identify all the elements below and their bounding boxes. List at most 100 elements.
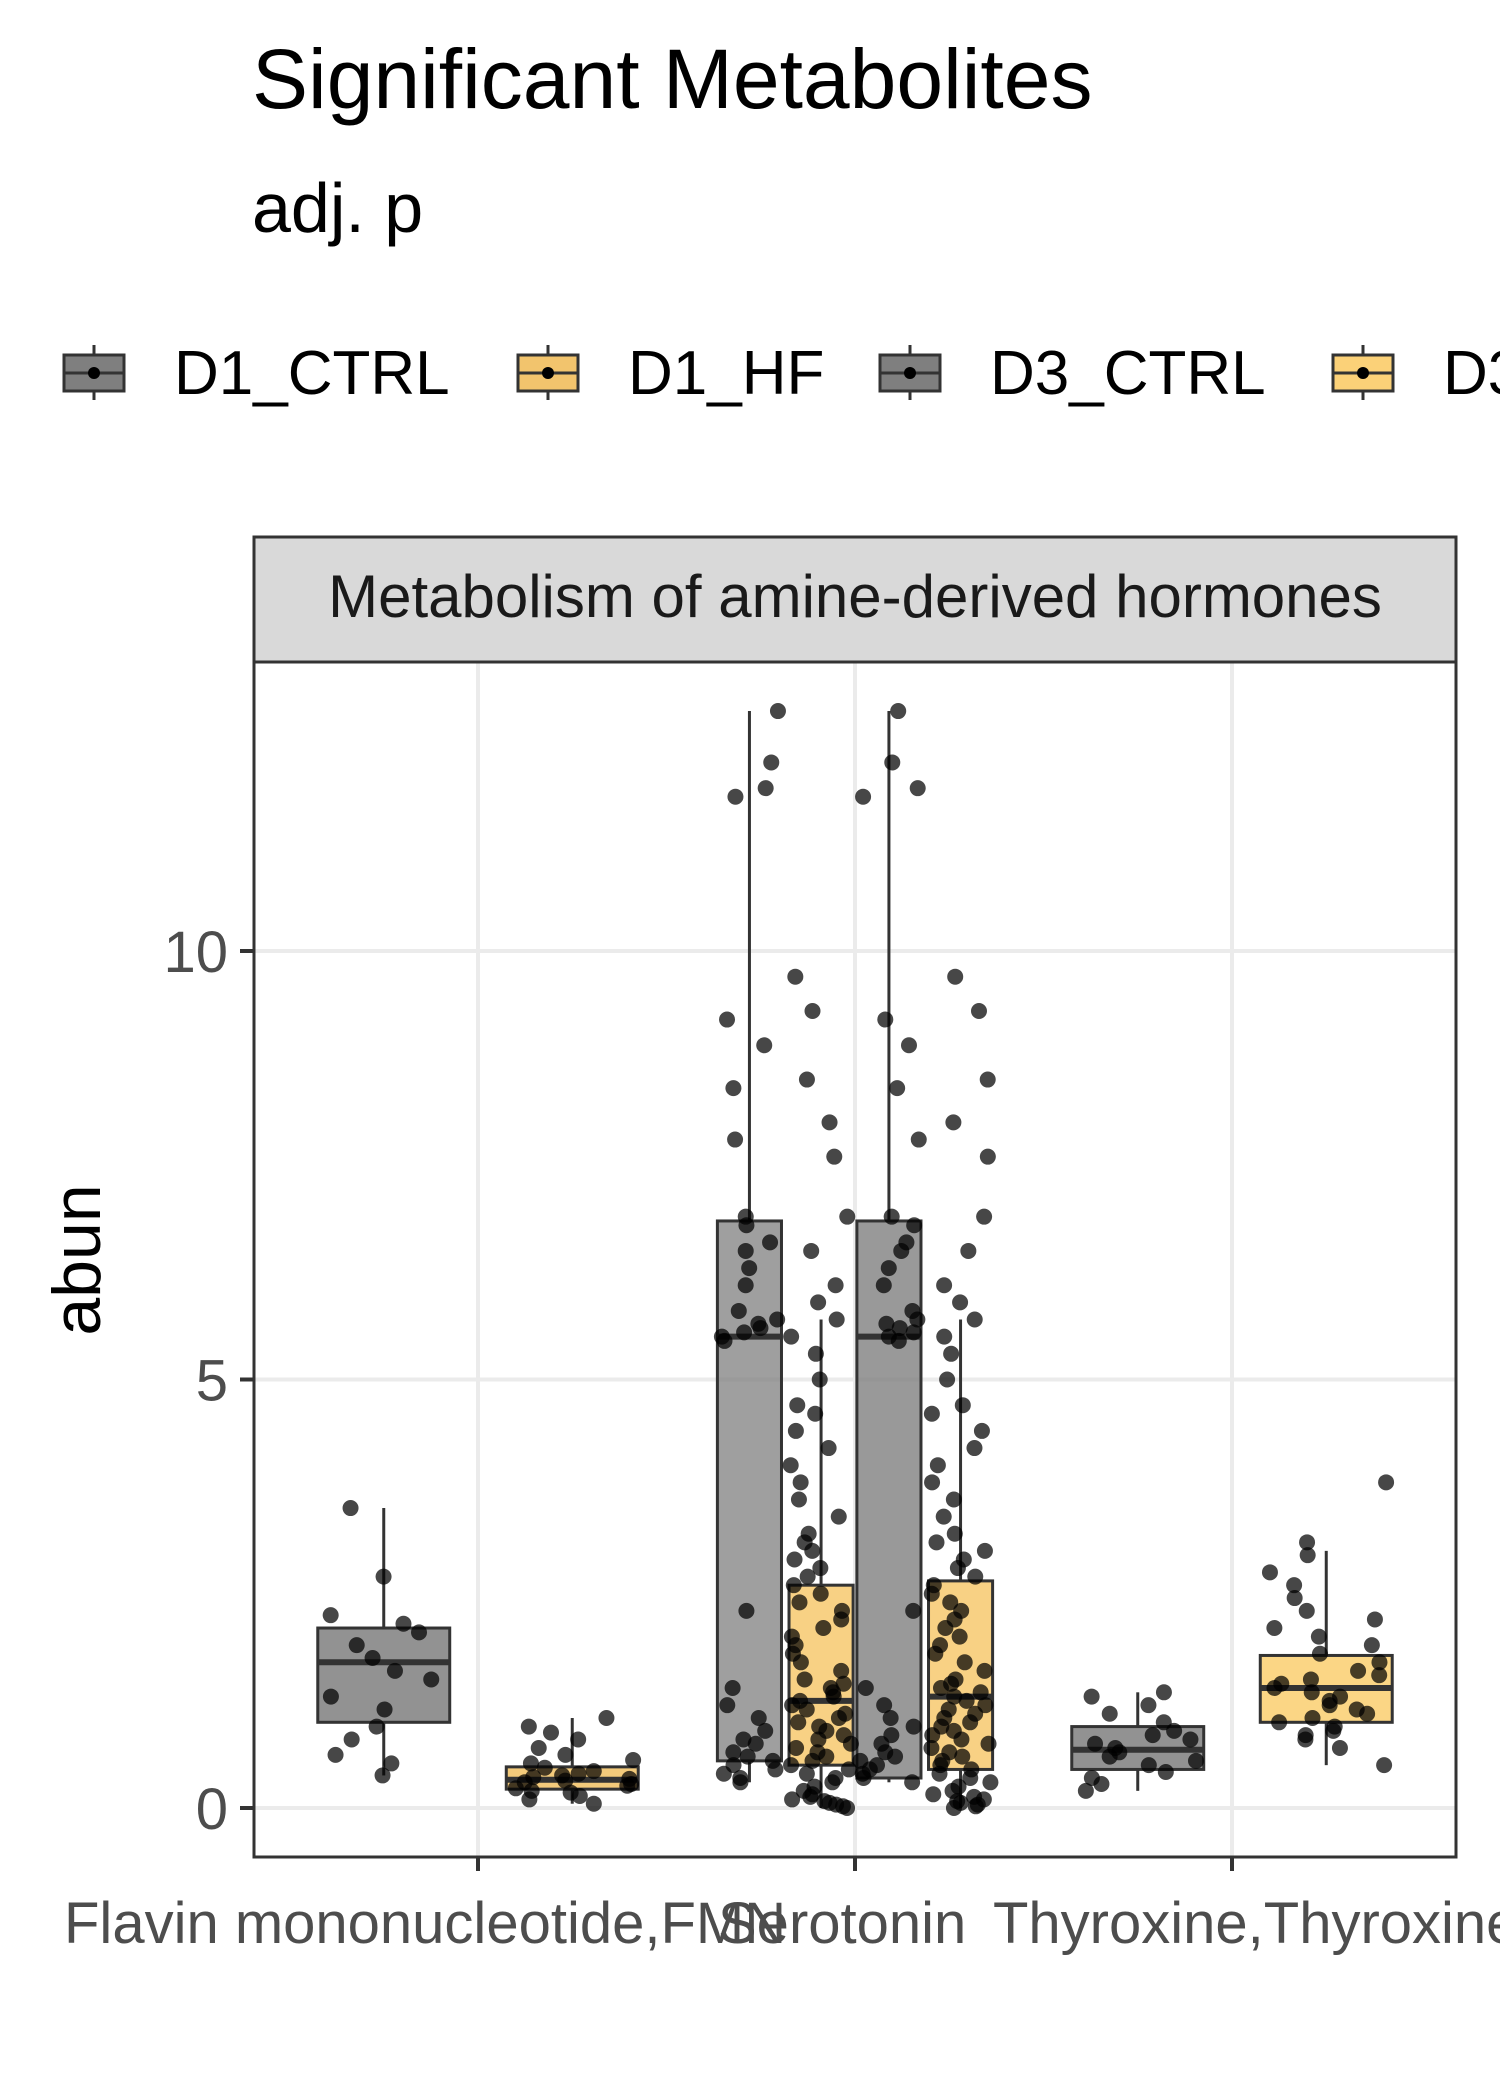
data-point	[375, 1568, 392, 1585]
data-point	[939, 1371, 956, 1388]
data-point	[727, 788, 744, 805]
data-point	[737, 1242, 754, 1259]
data-point	[928, 1534, 945, 1551]
data-point	[621, 1770, 638, 1787]
data-point	[727, 1131, 744, 1148]
data-point	[719, 1011, 736, 1028]
data-point	[625, 1752, 642, 1769]
legend-label: D3	[1443, 339, 1500, 408]
data-point	[788, 1740, 805, 1757]
data-point	[954, 1397, 971, 1414]
data-point	[976, 1542, 993, 1559]
data-point	[789, 1397, 806, 1414]
data-point	[1157, 1764, 1174, 1781]
data-point	[570, 1765, 587, 1782]
data-point	[900, 1037, 917, 1054]
data-point	[1363, 1637, 1380, 1654]
y-axis: 0 5 10	[163, 920, 254, 1842]
data-point	[958, 1692, 975, 1709]
data-point	[954, 1748, 971, 1765]
data-point	[970, 1002, 987, 1019]
data-point	[906, 1217, 923, 1234]
data-point	[972, 1684, 989, 1701]
data-point	[1140, 1697, 1157, 1714]
data-point	[1371, 1667, 1388, 1684]
data-point	[1107, 1740, 1124, 1757]
data-point	[739, 1748, 756, 1765]
data-point	[839, 1208, 856, 1225]
y-tick-label: 10	[163, 920, 228, 985]
data-point	[960, 1242, 977, 1259]
data-point	[837, 1705, 854, 1722]
data-point	[1261, 1564, 1278, 1581]
data-point	[1087, 1735, 1104, 1752]
data-point	[1188, 1752, 1205, 1769]
data-point	[890, 703, 907, 720]
data-point	[807, 1345, 824, 1362]
data-point	[936, 1328, 953, 1345]
data-point	[967, 1568, 984, 1585]
data-point	[1182, 1731, 1199, 1748]
data-point	[1298, 1602, 1315, 1619]
data-point	[950, 1778, 967, 1795]
legend-item: D3	[1331, 339, 1500, 408]
data-point	[1304, 1710, 1321, 1727]
data-point	[783, 1628, 800, 1645]
data-point	[790, 1491, 807, 1508]
data-point	[562, 1784, 579, 1801]
data-point	[935, 1508, 952, 1525]
data-point	[1302, 1671, 1319, 1688]
data-point	[946, 1525, 963, 1542]
data-point	[812, 1585, 829, 1602]
data-point	[833, 1602, 850, 1619]
data-point	[828, 1311, 845, 1328]
x-tick-label: Flavin mononucleotide,FMN	[64, 1891, 786, 1956]
data-point	[1310, 1628, 1327, 1645]
data-point	[979, 1071, 996, 1088]
data-point	[979, 1148, 996, 1165]
chart-title: Significant Metabolites	[252, 32, 1092, 126]
data-point	[868, 1757, 885, 1774]
data-point	[750, 1315, 767, 1332]
data-point	[955, 1551, 972, 1568]
data-point	[953, 1602, 970, 1619]
data-point	[785, 1577, 802, 1594]
chart-subtitle: adj. p	[252, 169, 423, 247]
data-point	[374, 1767, 391, 1784]
data-point	[598, 1710, 615, 1727]
data-point	[423, 1671, 440, 1688]
data-point	[738, 1602, 755, 1619]
data-point	[1266, 1620, 1283, 1637]
data-point	[925, 1786, 942, 1803]
legend-key-point	[88, 367, 100, 379]
data-point	[1155, 1714, 1172, 1731]
data-point	[946, 1688, 963, 1705]
y-tick-label: 0	[196, 1777, 228, 1842]
data-point	[368, 1718, 385, 1735]
data-point	[783, 1328, 800, 1345]
data-point	[1311, 1645, 1328, 1662]
data-point	[1286, 1577, 1303, 1594]
data-point	[725, 1744, 742, 1761]
data-point	[799, 1568, 816, 1585]
data-point	[732, 1770, 749, 1787]
box-group	[715, 711, 783, 1783]
data-point	[585, 1795, 602, 1812]
data-point	[963, 1761, 980, 1778]
data-point	[941, 1744, 958, 1761]
data-point	[945, 1114, 962, 1131]
data-point	[816, 1793, 833, 1810]
data-point	[924, 1474, 941, 1491]
data-point	[852, 1752, 869, 1769]
data-point	[822, 1680, 839, 1697]
data-point	[811, 1718, 828, 1735]
data-point	[783, 1757, 800, 1774]
data-point	[883, 1727, 900, 1744]
data-point	[923, 1405, 940, 1422]
data-point	[840, 1761, 857, 1778]
legend: D1_CTRL D1_HF D3_CTRL D3	[62, 339, 1500, 408]
data-point	[982, 1774, 999, 1791]
data-point	[554, 1767, 571, 1784]
x-tick-label: Serotonin	[718, 1891, 966, 1956]
data-point	[826, 1148, 843, 1165]
